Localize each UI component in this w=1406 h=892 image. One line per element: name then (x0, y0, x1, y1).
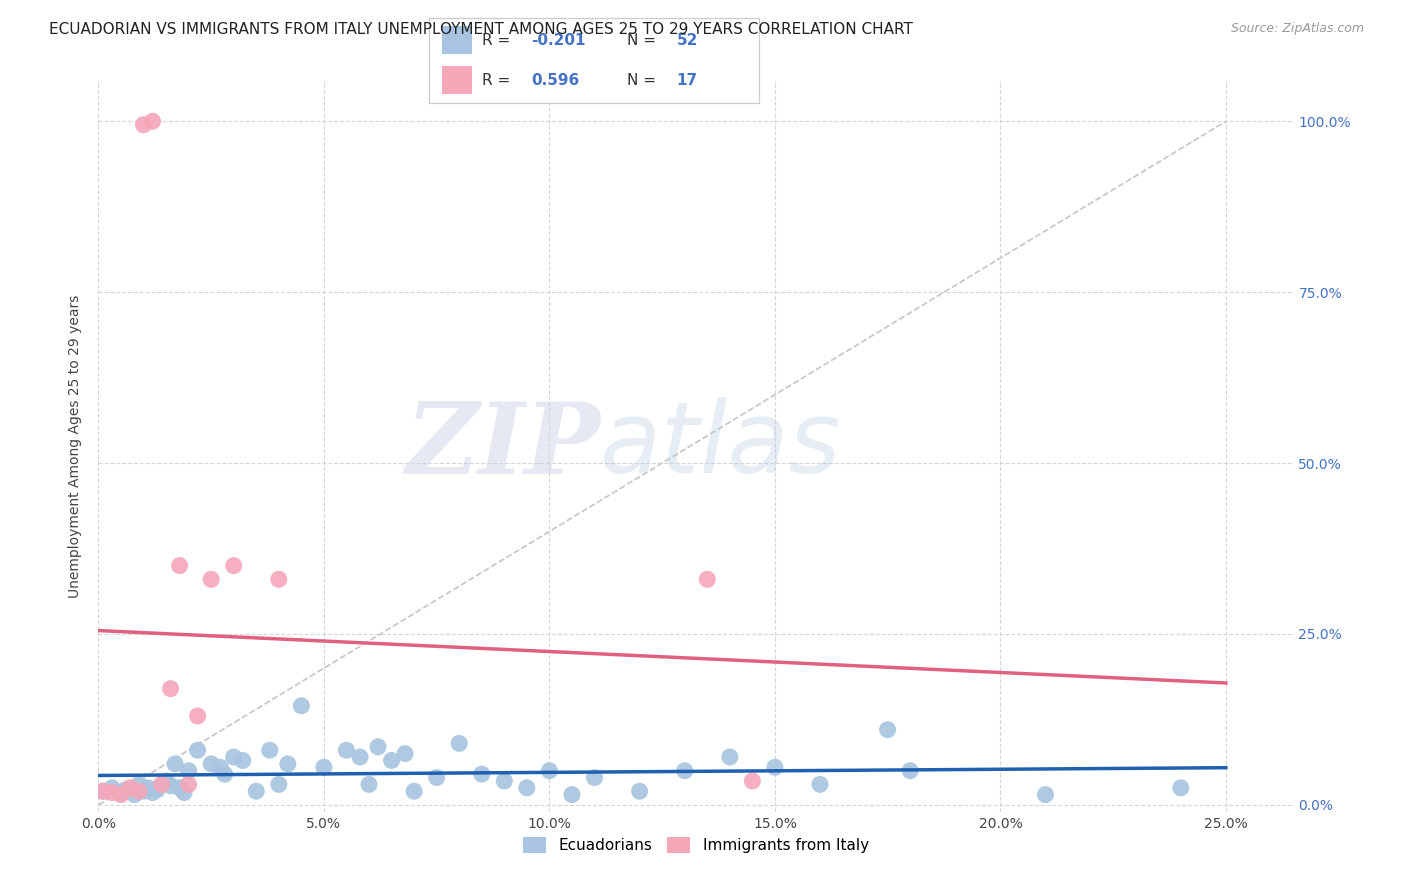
Point (1035, 788, 1057, 802)
Point (110, 786, 132, 800)
Text: N =: N = (627, 72, 661, 87)
Point (718, 750, 741, 764)
Point (335, 743, 357, 757)
Point (169, 780, 191, 795)
Point (141, 114, 163, 128)
Point (277, 756, 299, 771)
Text: ZIP: ZIP (405, 398, 600, 494)
Point (394, 747, 416, 761)
Point (449, 736, 471, 750)
Point (128, 777, 150, 791)
Point (259, 743, 281, 757)
Point (290, 698, 312, 713)
Point (173, 786, 195, 800)
Text: 0.596: 0.596 (531, 72, 579, 87)
Point (169, 558, 191, 573)
Point (200, 756, 222, 771)
Point (763, 760, 786, 774)
Point (583, 771, 606, 785)
Text: ECUADORIAN VS IMMIGRANTS FROM ITALY UNEMPLOYMENT AMONG AGES 25 TO 29 YEARS CORRE: ECUADORIAN VS IMMIGRANTS FROM ITALY UNEM… (49, 22, 912, 37)
Point (898, 764, 921, 778)
Point (1170, 780, 1192, 795)
Text: -0.201: -0.201 (531, 33, 586, 48)
Point (232, 754, 254, 768)
Point (349, 750, 371, 764)
Point (101, 786, 124, 800)
Point (159, 681, 181, 696)
Text: 17: 17 (676, 72, 697, 87)
Text: R =: R = (482, 33, 515, 48)
Point (118, 780, 141, 795)
Point (155, 774, 177, 789)
Point (267, 777, 290, 791)
Point (267, 572, 290, 586)
Point (696, 572, 718, 586)
Point (165, 756, 187, 771)
Point (110, 788, 132, 802)
Point (128, 784, 150, 798)
Point (367, 739, 389, 754)
Point (357, 777, 380, 791)
Point (404, 784, 426, 798)
Point (741, 774, 763, 789)
Point (628, 784, 651, 798)
Point (222, 750, 245, 764)
Bar (441, 27, 472, 54)
Point (159, 779, 181, 793)
Point (673, 764, 696, 778)
Point (114, 782, 136, 797)
Point (222, 558, 245, 573)
Point (177, 764, 200, 778)
Point (538, 764, 561, 778)
Point (177, 777, 200, 791)
Point (214, 767, 236, 781)
Legend: Ecuadorians, Immigrants from Italy: Ecuadorians, Immigrants from Italy (517, 830, 875, 859)
Point (141, 786, 163, 800)
Point (132, 784, 155, 798)
Point (380, 754, 402, 768)
Point (187, 743, 209, 757)
Text: 52: 52 (676, 33, 697, 48)
Point (124, 788, 146, 802)
Point (426, 771, 449, 785)
Point (146, 782, 169, 797)
Point (312, 760, 335, 774)
Text: Source: ZipAtlas.com: Source: ZipAtlas.com (1230, 22, 1364, 36)
Point (101, 780, 124, 795)
Point (200, 572, 222, 586)
Point (808, 777, 831, 791)
Point (516, 780, 538, 795)
Y-axis label: Unemployment Among Ages 25 to 29 years: Unemployment Among Ages 25 to 29 years (69, 294, 83, 598)
Point (494, 774, 516, 789)
Point (187, 709, 209, 723)
Point (150, 777, 173, 791)
Text: atlas: atlas (600, 398, 842, 494)
Point (209, 760, 232, 774)
Text: N =: N = (627, 33, 661, 48)
Point (471, 767, 494, 781)
Point (245, 784, 267, 798)
Point (91, 784, 114, 798)
Point (136, 780, 159, 795)
Bar (441, 66, 472, 95)
Point (132, 118, 155, 132)
Point (91, 784, 114, 798)
Point (561, 788, 583, 802)
Text: R =: R = (482, 72, 515, 87)
Point (876, 723, 898, 737)
